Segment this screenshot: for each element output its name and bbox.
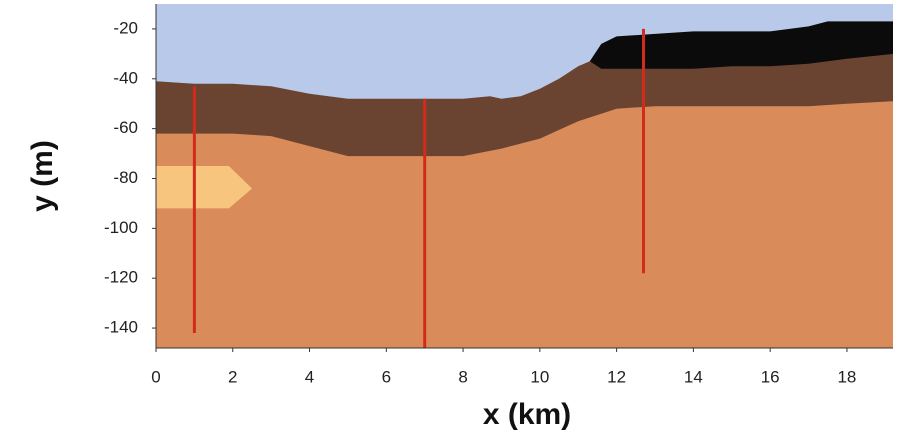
x-tick-label: 18 [837, 367, 856, 386]
y-tick-label: -40 [113, 68, 138, 87]
x-tick-label: 16 [761, 367, 780, 386]
x-tick-label: 8 [458, 367, 467, 386]
x-tick-label: 0 [151, 367, 160, 386]
x-tick-label: 14 [684, 367, 703, 386]
x-tick-label: 6 [382, 367, 391, 386]
y-tick-label: -120 [104, 268, 138, 287]
y-tick-label: -140 [104, 318, 138, 337]
x-tick-label: 2 [228, 367, 237, 386]
x-tick-label: 12 [607, 367, 626, 386]
y-tick-label: -60 [113, 118, 138, 137]
x-axis-title: x (km) [483, 398, 571, 431]
y-tick-label: -80 [113, 168, 138, 187]
x-tick-label: 4 [305, 367, 314, 386]
layer [156, 101, 893, 348]
y-tick-label: -100 [104, 218, 138, 237]
layer [156, 166, 252, 209]
x-tick-label: 10 [530, 367, 549, 386]
y-tick-label: -20 [113, 18, 138, 37]
y-axis-title: y (m) [26, 140, 59, 212]
